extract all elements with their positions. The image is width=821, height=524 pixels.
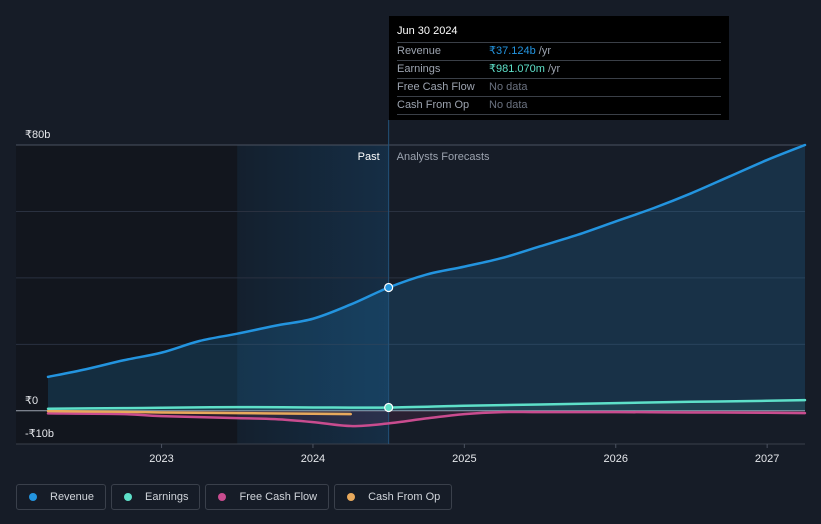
forecast-label: Analysts Forecasts: [397, 151, 490, 163]
selected-markers: [384, 282, 394, 413]
tooltip-row-revenue: Revenue ₹37.124b /yr: [397, 43, 721, 61]
free-cash-flow-line: [46, 410, 807, 428]
tooltip-unit: /yr: [547, 63, 561, 75]
tooltip-value: ₹37.124b: [489, 45, 536, 57]
tooltip-date: Jun 30 2024: [397, 22, 721, 43]
revenue-selected-point: [384, 282, 394, 293]
legend-label: Revenue: [50, 491, 95, 503]
x-tick-label: 2027: [755, 453, 779, 465]
y-tick-label: -₹10b: [25, 428, 54, 440]
chart: ₹80b ₹0 -₹10b 2023 2024 2025 2026 2027 Past An…: [16, 120, 807, 465]
earnings-selected-point: [384, 402, 394, 413]
legend: Revenue Earnings Free Cash Flow Cash Fro…: [16, 484, 453, 510]
series-lines: [46, 143, 807, 428]
tooltip-unit: /yr: [538, 45, 551, 57]
legend-label: Cash From Op: [368, 491, 441, 503]
earnings-line: [46, 398, 807, 411]
free-cash-flow-area: [48, 410, 805, 427]
tooltip-value: No data: [489, 99, 528, 111]
tooltip-row-free-cash-flow: Free Cash Flow No data: [397, 79, 721, 97]
tooltip-row-earnings: Earnings ₹981.070m /yr: [397, 61, 721, 79]
y-tick-label: ₹0: [25, 395, 38, 407]
x-tick-label: 2025: [452, 453, 476, 465]
revenue-area: [48, 145, 805, 411]
gridlines: [16, 144, 805, 445]
legend-item-earnings[interactable]: Earnings: [111, 484, 201, 510]
revenue-dot-icon: [29, 493, 37, 501]
legend-label: Earnings: [145, 491, 189, 503]
highlight-band: [237, 145, 389, 444]
legend-item-free-cash-flow[interactable]: Free Cash Flow: [205, 484, 330, 510]
free-cash-flow-dot-icon: [218, 493, 227, 501]
x-tick-label: 2023: [149, 453, 173, 465]
tooltip-value: No data: [489, 81, 528, 93]
revenue-line: [46, 143, 807, 379]
past-label: Past: [358, 151, 380, 163]
tooltip-row-cash-from-op: Cash From Op No data: [397, 97, 721, 115]
y-tick-label: ₹80b: [25, 129, 50, 141]
cash-from-op-line: [46, 409, 353, 416]
y-axis: ₹80b ₹0 -₹10b: [25, 129, 54, 440]
x-tick-label: 2024: [301, 453, 325, 465]
earnings-dot-icon: [124, 493, 133, 501]
tooltip-label: Earnings: [397, 63, 441, 75]
legend-item-cash-from-op[interactable]: Cash From Op: [334, 484, 453, 510]
tooltip-label: Cash From Op: [397, 99, 470, 111]
tooltip-value: ₹981.070m: [489, 63, 545, 75]
x-tick-label: 2026: [604, 453, 628, 465]
legend-label: Free Cash Flow: [239, 491, 318, 503]
x-axis: 2023 2024 2025 2026 2027: [149, 444, 779, 465]
tooltip: Jun 30 2024 Revenue ₹37.124b /yr Earning…: [389, 16, 729, 120]
tooltip-label: Free Cash Flow: [397, 81, 475, 93]
tooltip-label: Revenue: [397, 45, 442, 57]
legend-item-revenue[interactable]: Revenue: [16, 484, 107, 510]
cash-from-op-dot-icon: [347, 493, 356, 501]
